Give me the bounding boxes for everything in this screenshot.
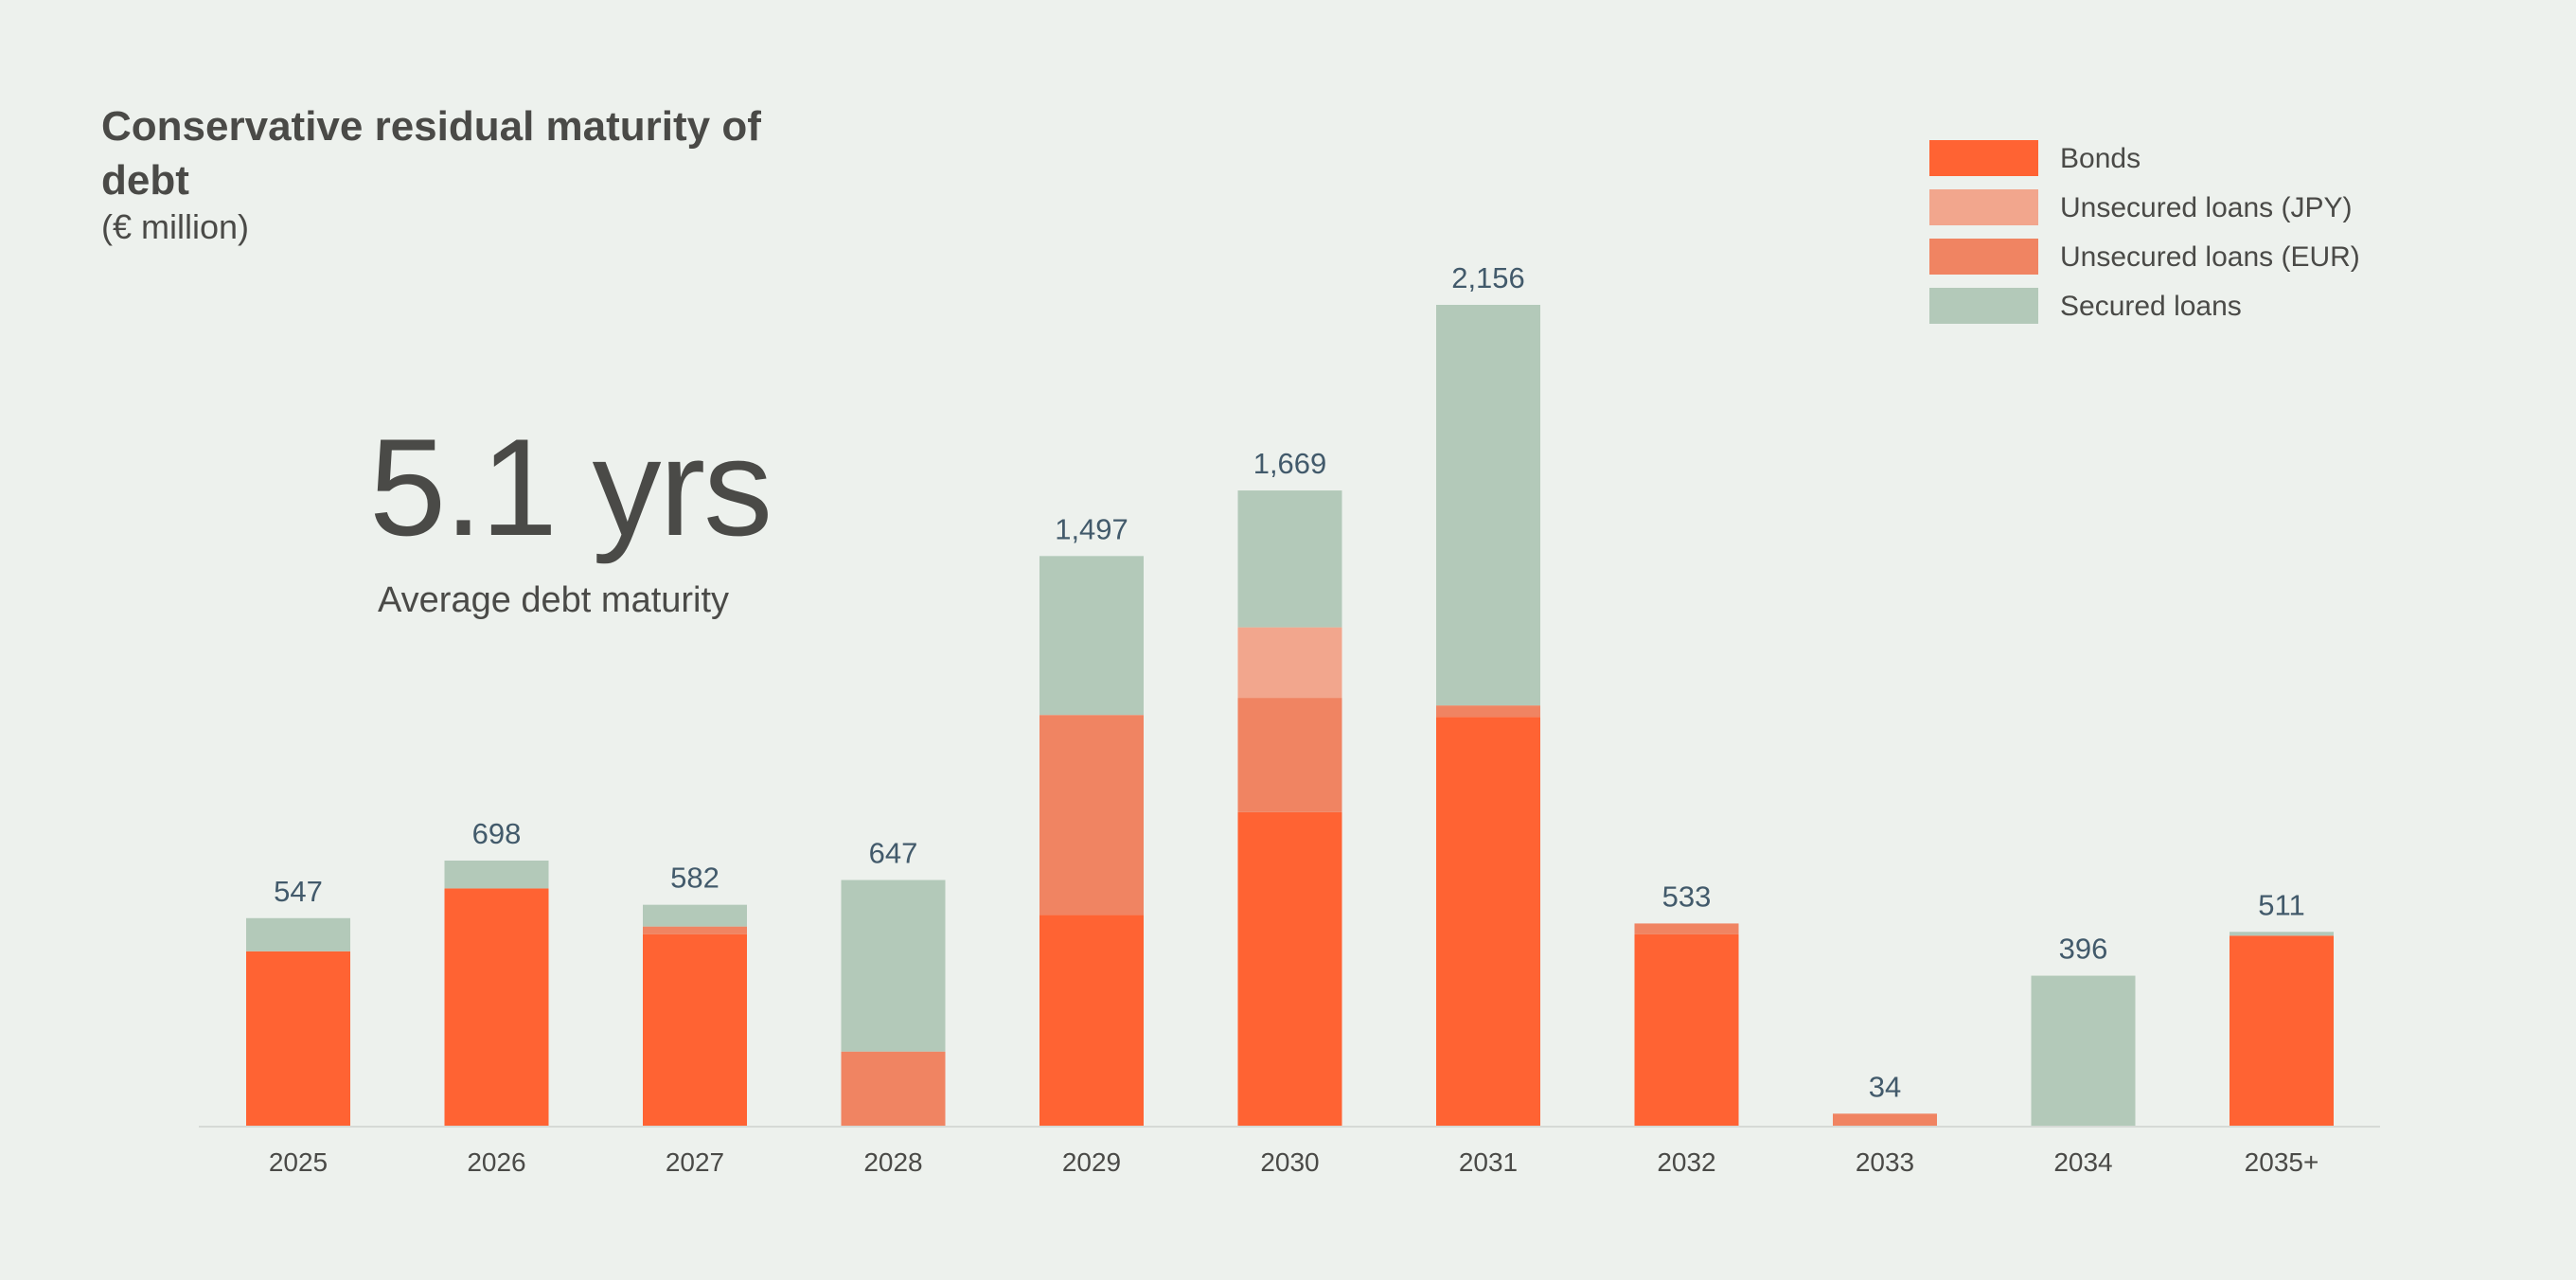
x-tick-label-2025: 2025	[269, 1147, 328, 1177]
legend-item-secured-loans: Secured loans	[1929, 286, 2497, 333]
bar-segment-bonds-2027	[643, 933, 747, 1127]
value-label-2031: 2,156	[1451, 261, 1525, 294]
bar-segment-secured-loans-2030	[1237, 490, 1342, 628]
bar-segment-bonds-2029	[1039, 915, 1144, 1127]
value-label-2029: 1,497	[1055, 512, 1128, 545]
legend-item-unsecured-jpy: Unsecured loans (JPY)	[1929, 187, 2497, 235]
x-tick-label-2027: 2027	[666, 1147, 724, 1177]
bar-segment-bonds-2026	[444, 888, 549, 1127]
value-label-2025: 547	[274, 875, 323, 908]
bar-segment-bonds-2025	[246, 951, 350, 1127]
value-label-2032: 533	[1662, 880, 1712, 913]
value-label-2028: 647	[869, 837, 918, 870]
bar-segment-secured-loans-2026	[444, 860, 549, 889]
bar-segment-unsecured-loans-eur-2031	[1436, 705, 1540, 718]
bar-segment-secured-loans-2031	[1436, 305, 1540, 706]
legend-label-secured-loans: Secured loans	[2060, 291, 2242, 322]
chart-title: Conservative residual maturity of debt	[101, 103, 761, 204]
x-tick-label-2029: 2029	[1062, 1147, 1121, 1177]
value-label-2034: 396	[2059, 933, 2108, 966]
x-tick-label-2032: 2032	[1657, 1147, 1715, 1177]
legend-swatch-unsecured-eur	[1929, 239, 2038, 275]
legend-label-unsecured-eur: Unsecured loans (EUR)	[2060, 241, 2360, 273]
bar-segment-secured-loans-2034	[2031, 975, 2136, 1127]
value-label-2030: 1,669	[1253, 447, 1327, 480]
value-label-2026: 698	[472, 817, 522, 850]
x-tick-label-2033: 2033	[1856, 1147, 1914, 1177]
x-tick-label-2031: 2031	[1459, 1147, 1518, 1177]
bar-segment-secured-loans-2028	[841, 880, 946, 1052]
bar-segment-secured-loans-2025	[246, 917, 350, 951]
label-layer: 547 2025 698 2026 582 2027 647 2028 1,497 2029 1,6…	[269, 261, 2318, 1177]
bar-segment-bonds-2035plus	[2230, 935, 2334, 1127]
bar-segment-unsecured-loans-eur-2029	[1039, 715, 1144, 916]
legend-label-unsecured-jpy: Unsecured loans (JPY)	[2060, 192, 2353, 223]
chart-legend: Bonds Unsecured loans (JPY) Unsecured lo…	[1929, 138, 2497, 335]
average-maturity-value: 5.1 yrs	[369, 410, 773, 564]
value-label-2027: 582	[670, 862, 720, 895]
bar-segment-secured-loans-2029	[1039, 556, 1144, 716]
value-label-2033: 34	[1869, 1070, 1901, 1103]
bar-segment-unsecured-loans-eur-2027	[643, 926, 747, 934]
x-tick-label-2028: 2028	[863, 1147, 922, 1177]
bar-segment-unsecured-loans-eur-2030	[1237, 698, 1342, 812]
legend-swatch-unsecured-jpy	[1929, 189, 2038, 225]
bar-segment-secured-loans-2035plus	[2230, 932, 2334, 936]
bar-segment-unsecured-loans-eur-2033	[1833, 1113, 1937, 1127]
x-tick-label-2030: 2030	[1260, 1147, 1319, 1177]
bar-segment-unsecured-loans-eur-2032	[1634, 923, 1739, 934]
x-tick-label-2035plus: 2035+	[2245, 1147, 2319, 1177]
bar-segment-secured-loans-2027	[643, 904, 747, 927]
bar-segment-bonds-2031	[1436, 717, 1540, 1127]
value-label-2035plus: 511	[2258, 888, 2304, 921]
legend-label-bonds: Bonds	[2060, 143, 2141, 174]
legend-item-bonds: Bonds	[1929, 138, 2497, 186]
average-maturity-label: Average debt maturity	[378, 580, 730, 620]
bar-segment-bonds-2030	[1237, 811, 1342, 1127]
x-tick-label-2026: 2026	[467, 1147, 525, 1177]
bar-segment-unsecured-loans-eur-2028	[841, 1051, 946, 1127]
bar-segment-unsecured-loans-jpy-2030	[1237, 627, 1342, 699]
legend-item-unsecured-eur: Unsecured loans (EUR)	[1929, 237, 2497, 284]
legend-swatch-secured-loans	[1929, 288, 2038, 324]
chart-subtitle: (€ million)	[101, 207, 250, 246]
bar-layer	[246, 305, 2334, 1127]
x-tick-label-2034: 2034	[2053, 1147, 2112, 1177]
bar-segment-bonds-2032	[1634, 933, 1739, 1127]
legend-swatch-bonds	[1929, 140, 2038, 176]
